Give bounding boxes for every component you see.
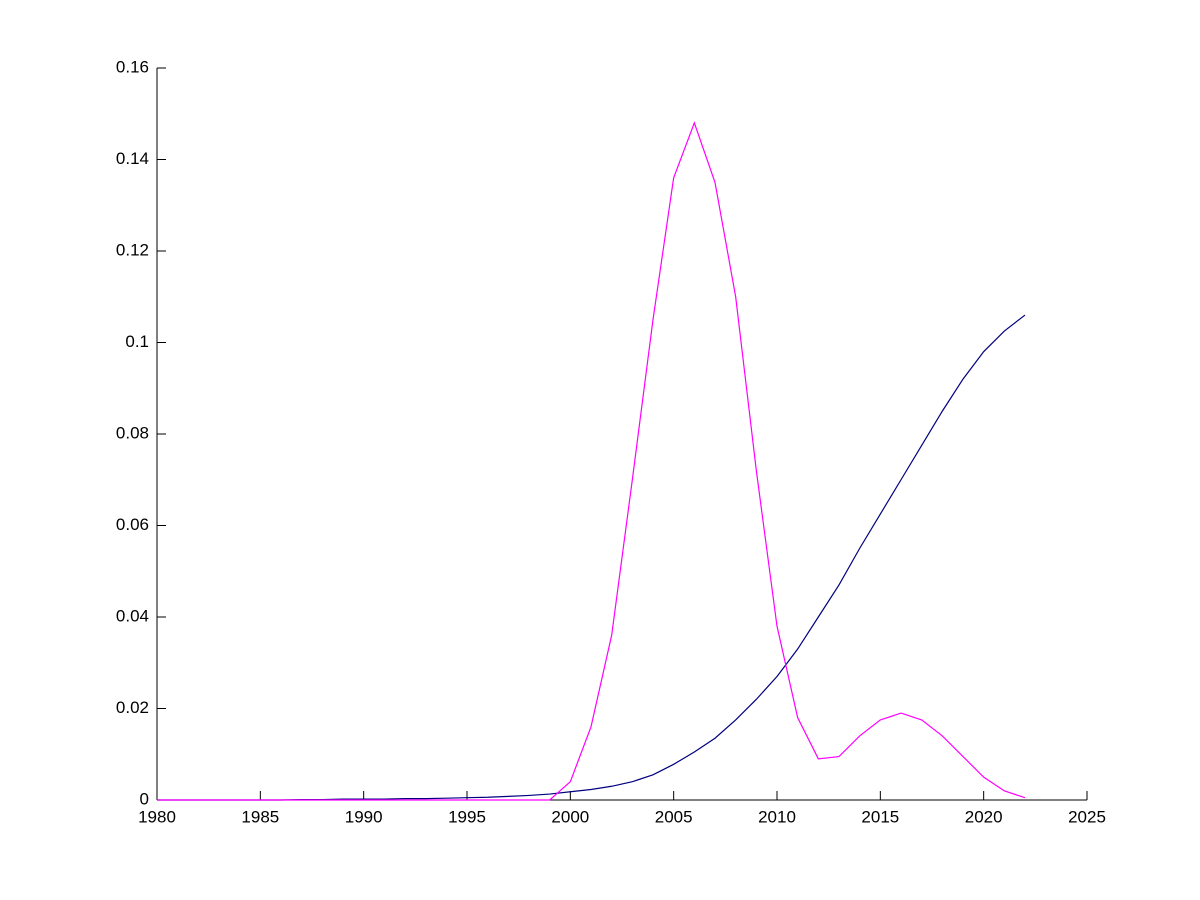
x-tick-label: 1980 bbox=[138, 807, 176, 826]
y-tick-label: 0.02 bbox=[116, 698, 149, 717]
x-tick-label: 2005 bbox=[655, 807, 693, 826]
y-tick-label: 0.06 bbox=[116, 515, 149, 534]
x-tick-label: 2010 bbox=[758, 807, 796, 826]
y-tick-label: 0.1 bbox=[125, 332, 149, 351]
y-tick-label: 0.16 bbox=[116, 57, 149, 76]
x-tick-label: 2025 bbox=[1068, 807, 1106, 826]
y-tick-label: 0.14 bbox=[116, 149, 149, 168]
x-tick-label: 1995 bbox=[448, 807, 486, 826]
y-tick-label: 0.08 bbox=[116, 423, 149, 442]
y-tick-label: 0.04 bbox=[116, 606, 149, 625]
y-tick-label: 0 bbox=[140, 789, 149, 808]
y-tick-label: 0.12 bbox=[116, 240, 149, 259]
series-line bbox=[157, 121, 1026, 801]
x-tick-label: 1985 bbox=[241, 807, 279, 826]
x-tick-label: 1990 bbox=[345, 807, 383, 826]
x-tick-label: 2000 bbox=[551, 807, 589, 826]
x-tick-label: 2020 bbox=[965, 807, 1003, 826]
x-tick-label: 2015 bbox=[861, 807, 899, 826]
